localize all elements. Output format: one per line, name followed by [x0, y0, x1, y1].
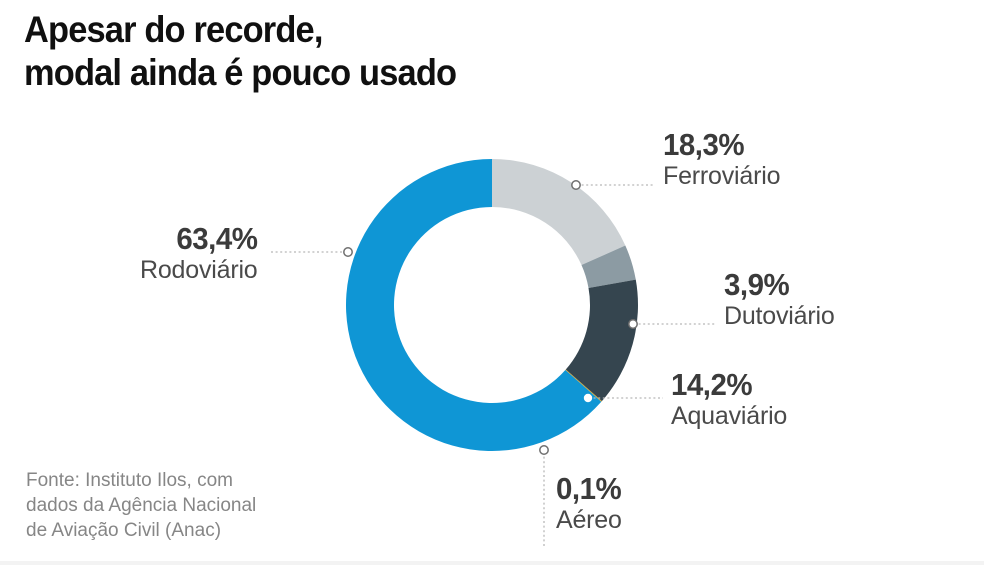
- callout-aquaviario-label: Aquaviário: [671, 402, 788, 430]
- callout-rodoviario-label: Rodoviário: [140, 256, 258, 284]
- callout-rodoviario-value: 63,4%: [176, 221, 258, 256]
- source-line-1: Fonte: Instituto Ilos, com: [26, 470, 233, 491]
- callout-dutoviario-label: Dutoviário: [724, 302, 835, 330]
- page-title: Apesar do recorde, modal ainda é pouco u…: [24, 8, 724, 94]
- callout-ferroviario-label: Ferroviário: [663, 162, 781, 190]
- callout-aquaviario-value: 14,2%: [671, 367, 753, 402]
- callout-ferroviario-value: 18,3%: [663, 127, 745, 162]
- callout-dutoviario-value: 3,9%: [724, 267, 790, 302]
- slice-ferroviario: [492, 159, 626, 266]
- slice-dutoviario: [581, 245, 636, 288]
- marker-rodoviario: [343, 247, 353, 257]
- callout-aquaviario: 14,2% Aquaviário: [671, 368, 787, 431]
- callout-aereo: 0,1% Aéreo: [556, 472, 625, 535]
- callout-ferroviario: 18,3% Ferroviário: [663, 128, 780, 191]
- slice-rodoviario: [346, 159, 602, 452]
- title-line-2: modal ainda é pouco usado: [24, 52, 457, 93]
- source-line-2: dados da Agência Nacional: [26, 495, 257, 516]
- slice-aquaviario: [565, 279, 639, 402]
- callout-aereo-label: Aéreo: [556, 506, 622, 534]
- slice-aereo: [565, 369, 602, 402]
- source-line-3: de Aviação Civil (Anac): [26, 520, 222, 541]
- bottom-divider: [0, 561, 984, 565]
- callout-dutoviario: 3,9% Dutoviário: [724, 268, 835, 331]
- marker-ferroviario: [571, 180, 581, 190]
- marker-aereo: [539, 445, 549, 455]
- callout-rodoviario: 63,4% Rodoviário: [140, 222, 258, 285]
- source-note: Fonte: Instituto Ilos, com dados da Agên…: [26, 468, 356, 543]
- marker-dutoviario: [628, 319, 638, 329]
- title-line-1: Apesar do recorde,: [24, 9, 323, 50]
- callout-aereo-value: 0,1%: [556, 471, 622, 506]
- marker-aquaviario: [583, 393, 593, 403]
